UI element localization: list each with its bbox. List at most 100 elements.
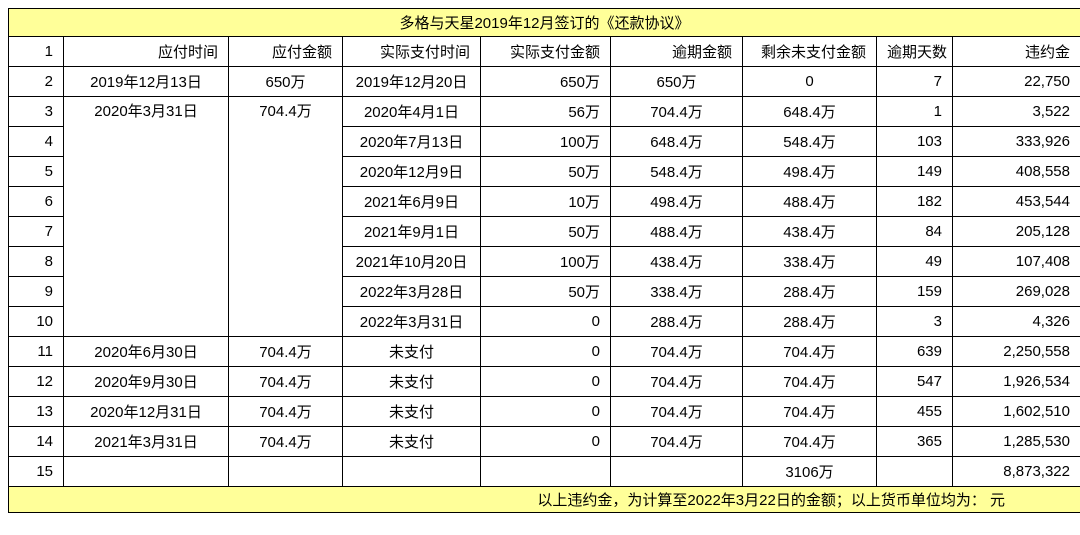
overdue-amount-cell: 704.4万 <box>611 97 743 127</box>
remaining-unpaid-cell: 0 <box>743 67 877 97</box>
overdue-days-cell: 1 <box>877 97 953 127</box>
due-amount-cell: 704.4万 <box>229 397 343 427</box>
actual-pay-date-cell: 未支付 <box>343 337 481 367</box>
penalty-cell: 4,326 <box>953 307 1080 337</box>
penalty-cell: 8,873,322 <box>953 457 1080 487</box>
due-date-cell: 2020年3月31日 <box>64 97 229 337</box>
due-date-cell: 2020年9月30日 <box>64 367 229 397</box>
actual-pay-amount-cell: 0 <box>481 427 611 457</box>
remaining-unpaid-cell: 704.4万 <box>743 427 877 457</box>
row-number-cell: 15 <box>9 457 64 487</box>
repayment-agreement-table: 多格与天星2019年12月签订的《还款协议》 1 应付时间 应付金额 实际支付时… <box>8 8 1080 513</box>
table-row: 12 2020年9月30日 704.4万 未支付 0 704.4万 704.4万… <box>9 367 1080 397</box>
overdue-days-cell: 3 <box>877 307 953 337</box>
due-amount-cell: 704.4万 <box>229 337 343 367</box>
header-remaining-unpaid: 剩余未支付金额 <box>743 37 877 67</box>
overdue-amount-cell: 548.4万 <box>611 157 743 187</box>
row-number-cell: 14 <box>9 427 64 457</box>
actual-pay-amount-cell: 10万 <box>481 187 611 217</box>
header-overdue-days: 逾期天数 <box>877 37 953 67</box>
header-due-date: 应付时间 <box>64 37 229 67</box>
remaining-unpaid-cell: 704.4万 <box>743 397 877 427</box>
row-number-cell: 11 <box>9 337 64 367</box>
header-penalty: 违约金 <box>953 37 1080 67</box>
due-date-cell: 2019年12月13日 <box>64 67 229 97</box>
overdue-days-cell: 49 <box>877 247 953 277</box>
overdue-days-cell: 7 <box>877 67 953 97</box>
due-amount-cell: 704.4万 <box>229 367 343 397</box>
actual-pay-date-cell: 2022年3月28日 <box>343 277 481 307</box>
actual-pay-date-cell: 2021年10月20日 <box>343 247 481 277</box>
penalty-cell: 205,128 <box>953 217 1080 247</box>
overdue-amount-cell: 438.4万 <box>611 247 743 277</box>
header-actual-pay-amount: 实际支付金额 <box>481 37 611 67</box>
table-row: 13 2020年12月31日 704.4万 未支付 0 704.4万 704.4… <box>9 397 1080 427</box>
penalty-cell: 1,926,534 <box>953 367 1080 397</box>
remaining-unpaid-cell: 438.4万 <box>743 217 877 247</box>
due-amount-cell: 650万 <box>229 67 343 97</box>
actual-pay-date-cell: 2021年6月9日 <box>343 187 481 217</box>
actual-pay-date-cell: 未支付 <box>343 397 481 427</box>
penalty-cell: 2,250,558 <box>953 337 1080 367</box>
actual-pay-date-cell <box>343 457 481 487</box>
remaining-unpaid-cell: 548.4万 <box>743 127 877 157</box>
penalty-cell: 408,558 <box>953 157 1080 187</box>
row-number-cell: 10 <box>9 307 64 337</box>
table-row: 15 3106万 8,873,322 <box>9 457 1080 487</box>
overdue-days-cell: 149 <box>877 157 953 187</box>
header-row-number: 1 <box>9 37 64 67</box>
overdue-amount-cell: 650万 <box>611 67 743 97</box>
actual-pay-date-cell: 2020年4月1日 <box>343 97 481 127</box>
penalty-cell: 22,750 <box>953 67 1080 97</box>
table-row: 11 2020年6月30日 704.4万 未支付 0 704.4万 704.4万… <box>9 337 1080 367</box>
table-row: 3 2020年3月31日 704.4万 2020年4月1日 56万 704.4万… <box>9 97 1080 127</box>
remaining-unpaid-cell: 704.4万 <box>743 337 877 367</box>
overdue-amount-cell: 704.4万 <box>611 397 743 427</box>
overdue-amount-cell: 704.4万 <box>611 367 743 397</box>
remaining-unpaid-cell: 3106万 <box>743 457 877 487</box>
actual-pay-amount-cell <box>481 457 611 487</box>
actual-pay-amount-cell: 0 <box>481 397 611 427</box>
due-amount-cell: 704.4万 <box>229 97 343 337</box>
penalty-cell: 333,926 <box>953 127 1080 157</box>
penalty-cell: 453,544 <box>953 187 1080 217</box>
row-number-cell: 3 <box>9 97 64 127</box>
actual-pay-date-cell: 2021年9月1日 <box>343 217 481 247</box>
actual-pay-amount-cell: 650万 <box>481 67 611 97</box>
overdue-amount-cell <box>611 457 743 487</box>
actual-pay-amount-cell: 50万 <box>481 277 611 307</box>
overdue-days-cell <box>877 457 953 487</box>
overdue-amount-cell: 288.4万 <box>611 307 743 337</box>
header-due-amount: 应付金额 <box>229 37 343 67</box>
due-amount-cell <box>229 457 343 487</box>
actual-pay-date-cell: 2019年12月20日 <box>343 67 481 97</box>
overdue-amount-cell: 704.4万 <box>611 337 743 367</box>
actual-pay-amount-cell: 50万 <box>481 217 611 247</box>
penalty-cell: 107,408 <box>953 247 1080 277</box>
overdue-amount-cell: 488.4万 <box>611 217 743 247</box>
penalty-cell: 1,602,510 <box>953 397 1080 427</box>
remaining-unpaid-cell: 648.4万 <box>743 97 877 127</box>
overdue-days-cell: 182 <box>877 187 953 217</box>
overdue-days-cell: 365 <box>877 427 953 457</box>
row-number-cell: 6 <box>9 187 64 217</box>
table-row: 2 2019年12月13日 650万 2019年12月20日 650万 650万… <box>9 67 1080 97</box>
overdue-days-cell: 159 <box>877 277 953 307</box>
actual-pay-amount-cell: 100万 <box>481 247 611 277</box>
actual-pay-amount-cell: 100万 <box>481 127 611 157</box>
actual-pay-date-cell: 2020年7月13日 <box>343 127 481 157</box>
due-amount-cell: 704.4万 <box>229 427 343 457</box>
overdue-days-cell: 103 <box>877 127 953 157</box>
due-date-cell: 2020年12月31日 <box>64 397 229 427</box>
overdue-amount-cell: 704.4万 <box>611 427 743 457</box>
penalty-cell: 269,028 <box>953 277 1080 307</box>
overdue-amount-cell: 498.4万 <box>611 187 743 217</box>
table-row: 14 2021年3月31日 704.4万 未支付 0 704.4万 704.4万… <box>9 427 1080 457</box>
overdue-days-cell: 84 <box>877 217 953 247</box>
overdue-amount-cell: 338.4万 <box>611 277 743 307</box>
actual-pay-amount-cell: 0 <box>481 367 611 397</box>
page-title: 多格与天星2019年12月签订的《还款协议》 <box>9 9 1080 37</box>
row-number-cell: 7 <box>9 217 64 247</box>
actual-pay-date-cell: 2022年3月31日 <box>343 307 481 337</box>
remaining-unpaid-cell: 288.4万 <box>743 307 877 337</box>
